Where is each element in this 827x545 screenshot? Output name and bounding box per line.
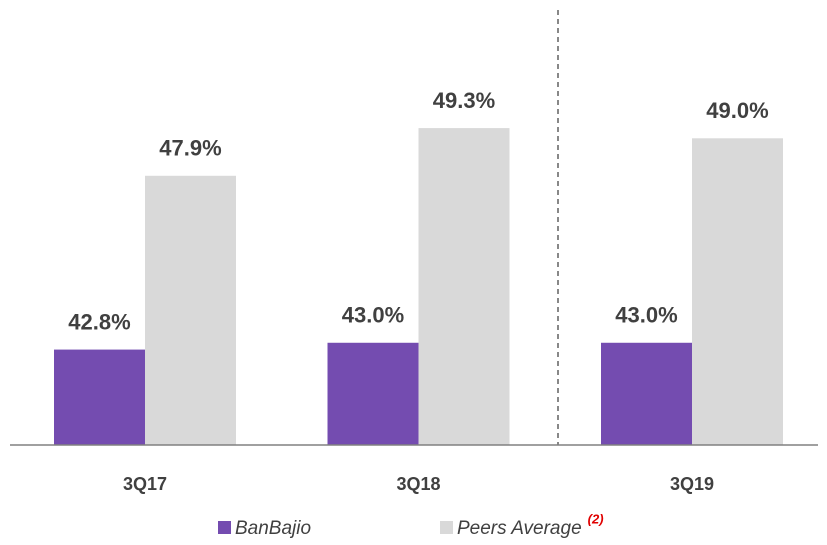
x-tick-label: 3Q18 — [396, 474, 440, 494]
value-label: 43.0% — [615, 303, 677, 328]
legend-note: (2) — [588, 511, 604, 526]
value-label: 47.9% — [159, 136, 221, 161]
bar — [418, 128, 510, 446]
legend-swatch — [218, 521, 231, 534]
legend-label: Peers Average — [457, 518, 582, 539]
bar — [601, 342, 692, 445]
value-label: 49.0% — [706, 98, 768, 123]
bar — [54, 349, 145, 445]
value-label: 43.0% — [342, 303, 404, 328]
x-tick-label: 3Q17 — [123, 474, 167, 494]
legend-swatch — [440, 521, 453, 534]
x-tick-label: 3Q19 — [670, 474, 714, 494]
value-label: 42.8% — [68, 309, 130, 334]
bar — [692, 138, 783, 446]
value-label: 49.3% — [433, 88, 495, 113]
legend-label: BanBajio — [235, 518, 311, 539]
bar — [327, 342, 419, 445]
bar — [145, 175, 236, 446]
